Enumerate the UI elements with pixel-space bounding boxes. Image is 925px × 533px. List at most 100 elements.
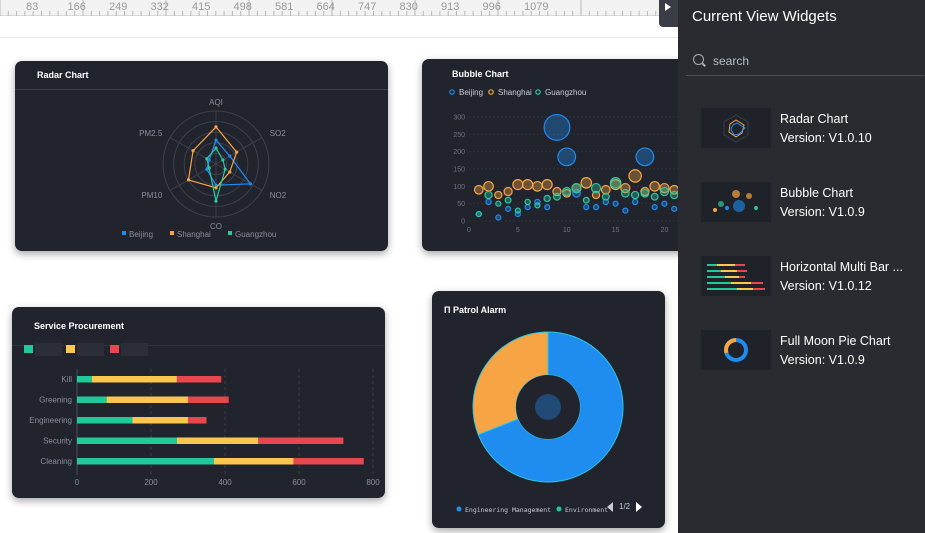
bubble-chart-card[interactable]: Bubble Chart 0 50 100 150 200 250 300 0 5 10 15 20 B… — [422, 59, 678, 251]
bubble-point-beijing — [495, 214, 502, 221]
bars-category-label: Greening — [39, 396, 72, 405]
radar-point — [191, 149, 195, 153]
bubble-point-beijing — [485, 198, 492, 206]
bubble-point-shanghai — [541, 178, 553, 191]
radar-point — [223, 167, 227, 171]
bars-category-label: Kill — [61, 375, 72, 384]
radar-indicator-label: PM10 — [141, 191, 162, 200]
bubble-point-beijing — [622, 207, 629, 214]
bubble-point-guangzhou — [475, 210, 482, 218]
bubble-y-tick: 300 — [453, 115, 465, 122]
bubble-point-guangzhou — [590, 182, 602, 194]
panel-toggle-button[interactable] — [659, 0, 678, 27]
bubble-point-guangzhou — [670, 190, 678, 200]
radar-point — [214, 183, 218, 187]
search-input[interactable] — [713, 52, 913, 70]
dashboard-canvas[interactable]: 83 166 249 332 415 498 581 664 747 830 913 996 1079 … — [0, 0, 678, 533]
radar-indicator-label: AQI — [209, 98, 223, 107]
radar-card-divider — [15, 89, 388, 90]
bubble-point-guangzhou — [514, 207, 521, 214]
bubble-legend-marker — [449, 89, 455, 95]
pager-next-icon[interactable] — [636, 502, 642, 512]
bubble-point-beijing — [504, 205, 512, 212]
donut-legend-marker — [556, 506, 562, 512]
radar-point — [214, 138, 218, 142]
bubble-legend-marker — [488, 89, 494, 95]
ruler-ticks: 83 166 249 332 415 498 581 664 747 830 913 996 1079 — [0, 0, 673, 16]
widget-version: Version: V1.0.9 — [780, 353, 865, 367]
bubble-point-guangzhou — [553, 192, 561, 201]
widget-item-multibar[interactable]: Horizontal Multi Bar ... Version: V1.0.1… — [701, 256, 921, 298]
ruler-label: 581 — [275, 1, 293, 13]
search-box[interactable] — [686, 48, 924, 76]
bubble-x-tick: 20 — [661, 227, 669, 234]
bubble-point-beijing — [635, 147, 655, 167]
bubble-y-tick: 50 — [457, 201, 465, 208]
bubble-point-shanghai — [483, 180, 494, 192]
service-card-title: Service Procurement — [34, 321, 125, 331]
widget-item-bubble[interactable]: Bubble Chart Version: V1.0.9 — [701, 182, 921, 224]
bubble-point-beijing — [524, 204, 531, 211]
bar-segment — [132, 417, 188, 424]
bubble-point-guangzhou — [534, 202, 541, 209]
bar-segment — [77, 376, 92, 383]
bubble-point-shanghai — [628, 169, 642, 183]
radar-point — [186, 178, 191, 182]
donut-legend-label: Engineering Management — [465, 506, 551, 514]
horizontal-ruler: 83 166 249 332 415 498 581 664 747 830 913 996 1079 — [0, 0, 678, 16]
pager-prev-icon[interactable] — [607, 502, 613, 512]
radar-point — [214, 125, 218, 129]
widget-item-donut[interactable]: Full Moon Pie Chart Version: V1.0.9 — [701, 330, 921, 372]
radar-thumbnail-icon — [701, 108, 771, 148]
radar-legend-marker — [228, 231, 232, 235]
ruler-label: 83 — [26, 1, 38, 13]
radar-point — [235, 150, 239, 154]
bubble-point-guangzhou — [630, 190, 640, 200]
bubble-point-guangzhou — [601, 192, 610, 201]
service-card-divider — [12, 345, 385, 346]
ruler-label: 830 — [400, 1, 418, 13]
patrol-alarm-card[interactable]: Π Patrol Alarm Engineering Management Env… — [432, 291, 665, 528]
bubble-point-guangzhou — [640, 188, 650, 198]
bubble-point-shanghai — [522, 178, 534, 191]
widget-item-radar[interactable]: Radar Chart Version: V1.0.10 — [701, 108, 921, 150]
service-procurement-card[interactable]: Service Procurement 0 200 400 600 800 Kill Gre… — [12, 307, 385, 498]
bubble-x-tick: 15 — [612, 227, 620, 234]
bubble-legend-marker — [535, 89, 541, 95]
bubble-point-guangzhou — [659, 186, 670, 197]
bars-x-tick: 0 — [75, 478, 80, 487]
bubble-point-beijing — [544, 204, 551, 211]
bubble-point-guangzhou — [504, 196, 512, 204]
bubble-point-guangzhou — [609, 177, 622, 189]
radar-legend-marker — [170, 231, 174, 235]
ruler-label: 996 — [483, 1, 501, 13]
bars-category-label: Engineering — [29, 416, 72, 425]
donut-chart: Engineering Management Environment — [456, 331, 624, 514]
ruler-label: 913 — [441, 1, 459, 13]
bubble-point-guangzhou — [582, 196, 590, 204]
bubble-y-tick: 200 — [453, 149, 465, 156]
bubble-point-shanghai — [532, 180, 543, 192]
bubble-point-beijing — [592, 204, 600, 211]
bar-segment — [77, 437, 177, 444]
bars-category-label: Cleaning — [40, 457, 72, 466]
bubble-y-tick: 150 — [453, 167, 465, 174]
multibar-thumbnail-icon — [701, 256, 771, 296]
ruler-label: 249 — [109, 1, 127, 13]
bubble-thumbnail-icon — [701, 182, 771, 222]
radar-spoke — [215, 163, 263, 191]
bars-legend-swatch — [24, 345, 33, 353]
radar-chart-card[interactable]: Radar Chart AQI SO2 NO2 CO PM10 PM2.5 Beijing S… — [15, 61, 388, 251]
widget-name: Horizontal Multi Bar ... — [780, 260, 903, 274]
radar-legend-label: Beijing — [129, 230, 153, 239]
radar-legend-label: Shanghai — [177, 230, 211, 239]
radar-indicator-label: SO2 — [270, 129, 287, 138]
bar-segment — [188, 417, 207, 424]
bubble-point-beijing — [661, 200, 668, 207]
bubble-point-guangzhou — [562, 186, 572, 197]
bars-x-tick: 400 — [218, 478, 232, 487]
canvas-guide-line — [0, 37, 678, 38]
bubble-x-tick: 0 — [467, 227, 471, 234]
bar-segment — [106, 396, 188, 403]
ruler-label: 498 — [234, 1, 252, 13]
